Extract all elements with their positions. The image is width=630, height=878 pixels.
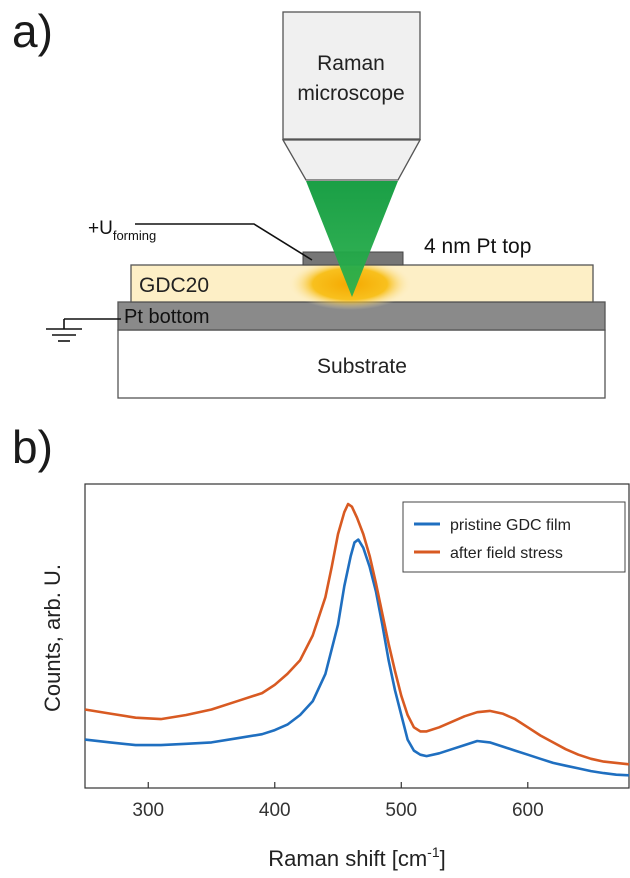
gdc-film-label: GDC20: [139, 274, 209, 297]
x-tick-label: 400: [259, 800, 291, 821]
microscope-label-line1: Raman: [317, 52, 385, 75]
legend-label-after-stress: after field stress: [450, 545, 563, 562]
pt-top-label: 4 nm Pt top: [424, 235, 531, 258]
device-schematic: Raman microscope Substrate Pt bottom GDC…: [46, 11, 606, 399]
x-tick-label: 500: [385, 800, 417, 821]
x-axis-label: Raman shift [cm-1]: [268, 844, 446, 871]
microscope-body: [282, 11, 421, 140]
x-tick-label: 300: [132, 800, 164, 821]
series-layer: [84, 502, 630, 777]
y-axis-label: Counts, arb. U.: [40, 564, 65, 712]
microscope-label-line2: microscope: [297, 82, 404, 105]
panel-a-label: a): [12, 5, 53, 57]
laser-beam: [306, 181, 398, 297]
series-line-after-stress: [84, 502, 630, 766]
panel-b-label: b): [12, 421, 53, 473]
pt-bottom-label: Pt bottom: [124, 306, 210, 328]
voltage-wire: [135, 223, 313, 261]
ground-icon: [46, 318, 121, 342]
raman-spectrum-chart: 300 400 500 600 pristine GDC film after fie…: [40, 483, 630, 871]
substrate-label: Substrate: [317, 355, 407, 378]
legend: pristine GDC film after field stress: [402, 501, 626, 573]
x-axis-ticks: 300 400 500 600: [132, 782, 544, 821]
microscope-objective: [281, 139, 422, 181]
substrate-layer: [117, 329, 606, 399]
x-tick-label: 600: [512, 800, 544, 821]
voltage-label: +Uforming: [88, 218, 156, 243]
series-line-pristine: [84, 538, 630, 777]
legend-label-pristine: pristine GDC film: [450, 517, 571, 534]
legend-box: [402, 501, 626, 573]
